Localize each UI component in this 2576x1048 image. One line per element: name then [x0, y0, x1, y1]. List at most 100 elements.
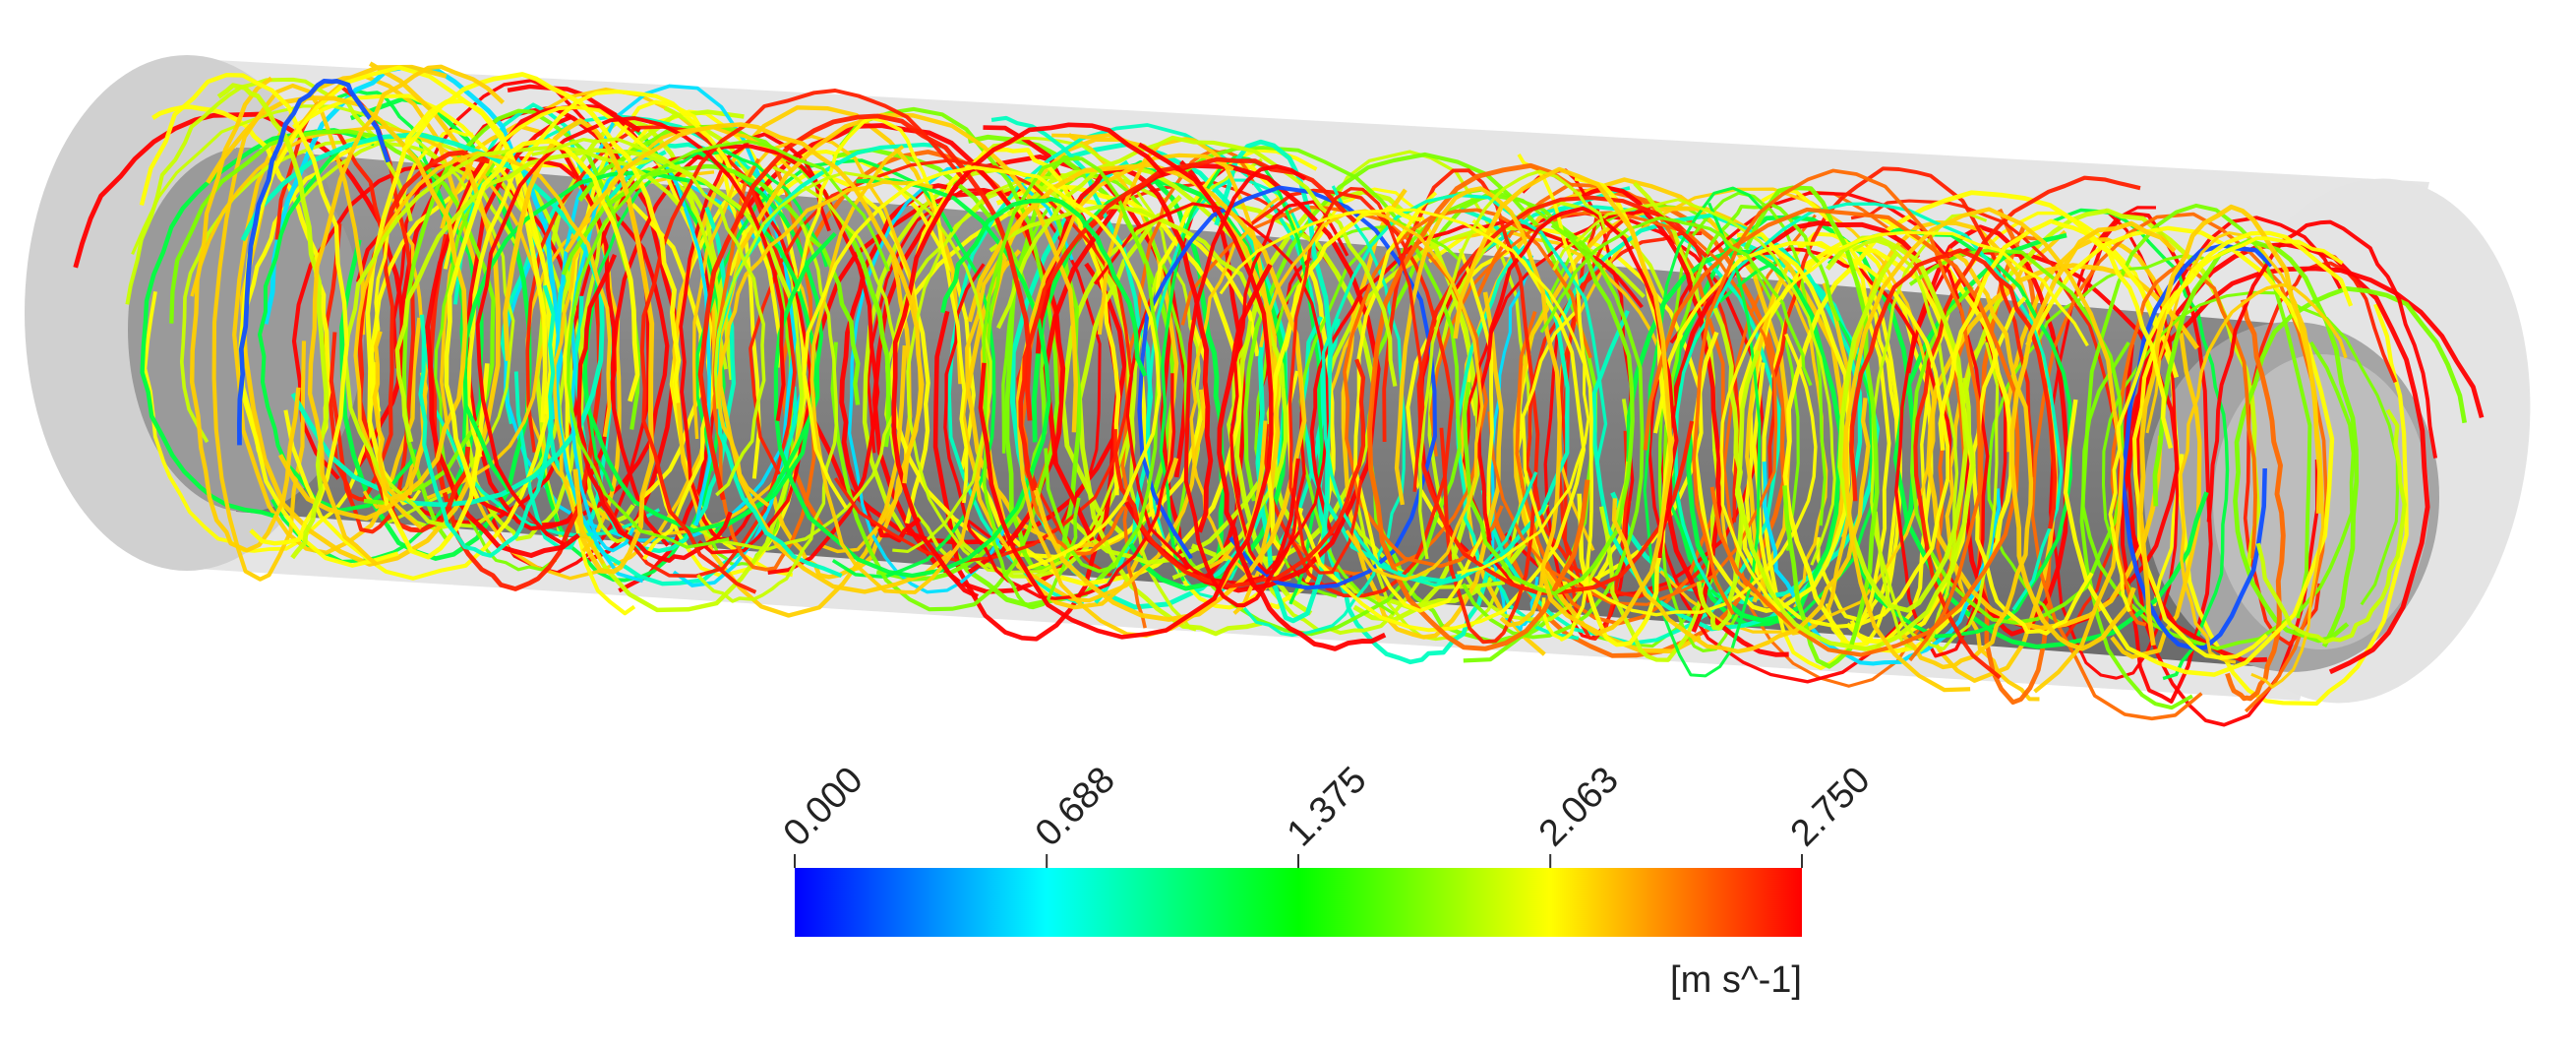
streamline [2152, 238, 2360, 647]
streamlines [73, 61, 2485, 727]
streamline [679, 132, 831, 541]
streamline [1217, 263, 1387, 651]
streamline [839, 183, 951, 543]
streamline [2101, 290, 2399, 637]
streamline [697, 113, 1033, 501]
streamline [967, 136, 1202, 470]
streamline [536, 119, 726, 583]
streamline [151, 104, 332, 443]
streamline [1485, 188, 1787, 658]
tick-label: 1.375 [1280, 759, 1375, 854]
streamline [2179, 282, 2348, 664]
streamline [307, 64, 506, 567]
streamline [2206, 219, 2438, 523]
streamline [1539, 216, 1813, 387]
streamline [1229, 200, 1349, 575]
streamline [1900, 247, 2034, 670]
tick-label: 2.750 [1783, 759, 1879, 854]
streamline [2009, 220, 2177, 651]
streamline [263, 65, 564, 420]
streamline [464, 114, 617, 531]
streamline [1077, 195, 1263, 637]
streamline [1987, 254, 2204, 626]
streamline [576, 254, 733, 563]
streamline [561, 163, 861, 405]
streamline [1852, 239, 1959, 652]
streamline [1691, 231, 1851, 613]
streamline [1382, 168, 1540, 645]
streamline [1172, 146, 1463, 637]
streamline [2108, 236, 2344, 613]
streamline [444, 139, 640, 500]
streamline [1843, 207, 2125, 694]
streamline [1692, 168, 1982, 662]
streamline [1035, 166, 1214, 533]
streamline [1367, 162, 1590, 651]
streamline [809, 145, 990, 594]
streamline [713, 171, 992, 553]
streamline [1734, 349, 1976, 651]
streamline [802, 165, 1162, 571]
streamline [569, 155, 712, 553]
streamline [982, 156, 1162, 574]
streamline [943, 263, 1176, 600]
streamline [1353, 191, 1494, 613]
streamline [1938, 218, 2174, 451]
streamline [1660, 220, 1921, 657]
streamline [189, 76, 301, 553]
streamline [1010, 141, 1288, 610]
streamline [1128, 157, 1263, 632]
streamline [1653, 240, 1950, 629]
streamline [891, 122, 1167, 599]
streamline [940, 196, 1148, 377]
streamline [1137, 185, 1437, 590]
tick-label: 0.688 [1028, 759, 1123, 854]
streamline [1343, 208, 1593, 569]
streamline [2176, 303, 2409, 707]
colorbar [795, 868, 1802, 937]
streamline [1427, 200, 1669, 622]
streamline [1219, 208, 1590, 575]
streamline [179, 134, 517, 444]
streamline [610, 144, 880, 576]
streamline [503, 118, 655, 575]
streamline [1429, 211, 1778, 606]
streamline [830, 106, 1059, 612]
streamline [567, 139, 891, 549]
streamline [1643, 207, 2020, 657]
streamline [401, 72, 682, 403]
streamline [2025, 225, 2335, 677]
streamline [832, 148, 1048, 582]
tick-label: 2.063 [1531, 759, 1627, 854]
streamline [216, 83, 329, 560]
streamline [1462, 223, 1635, 596]
streamline [139, 72, 349, 546]
streamline [1093, 202, 1329, 585]
streamline [996, 135, 1398, 387]
streamline [773, 178, 1051, 579]
streamline [1453, 166, 1674, 637]
streamline [639, 89, 967, 594]
streamline [190, 125, 548, 500]
streamline [1926, 263, 2200, 631]
streamline [717, 112, 1079, 594]
streamline [418, 284, 556, 558]
streamline [2137, 204, 2322, 647]
streamline [1018, 156, 1357, 492]
streamline [531, 137, 766, 497]
streamline [1908, 248, 2126, 625]
streamline [232, 74, 479, 555]
streamline [2079, 203, 2312, 710]
tick-label: 0.000 [776, 759, 871, 854]
streamline [2255, 408, 2407, 645]
streamline [1112, 358, 1366, 588]
streamline [1183, 163, 1307, 608]
streamline [1719, 230, 2089, 612]
streamline [2131, 230, 2354, 660]
streamline [2120, 243, 2274, 650]
streamline [952, 134, 1176, 608]
streamline [578, 166, 728, 544]
streamline [1227, 321, 1431, 636]
streamline [1849, 248, 2058, 529]
